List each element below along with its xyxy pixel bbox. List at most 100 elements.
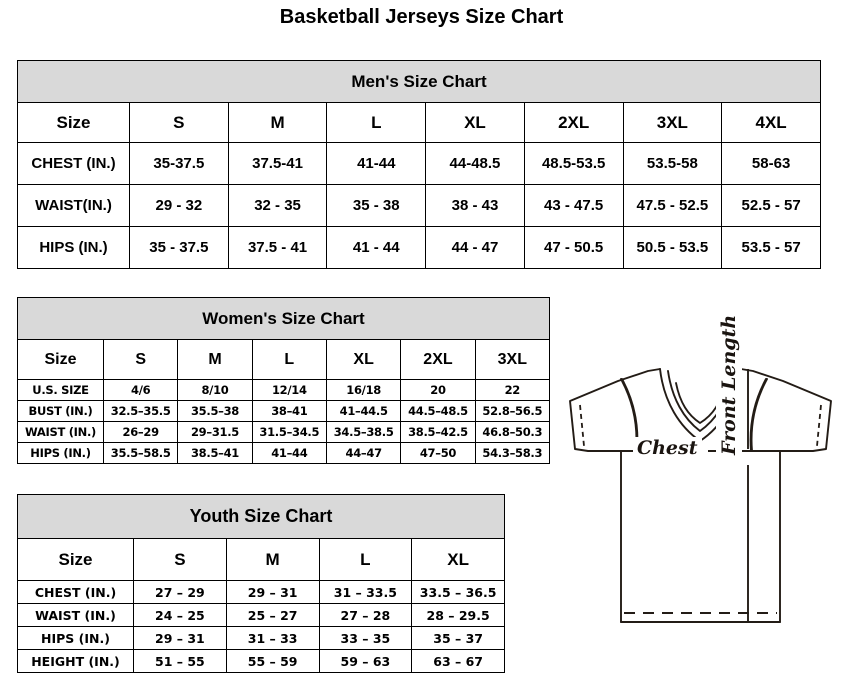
mens-waist-3xl: 47.5 - 52.5 [622, 184, 723, 227]
mens-col-header-size: Size [17, 102, 130, 143]
youth-col-header-size: Size [17, 538, 134, 581]
womens-hips-3xl: 54.3–58.3 [474, 442, 551, 464]
womens-bust-3xl: 52.8–56.5 [474, 400, 551, 422]
womens-waist-m: 29–31.5 [177, 421, 253, 443]
table-row: HIPS (IN.) 29 – 31 31 – 33 33 – 35 35 – … [17, 626, 505, 650]
womens-waist-s: 26–29 [102, 421, 179, 443]
womens-waist-xl: 34.5–38.5 [325, 421, 402, 443]
youth-row-label-chest: CHEST (IN.) [17, 580, 134, 604]
youth-hips-xl: 35 – 37 [411, 626, 505, 650]
front-length-measure-label: Front Length [716, 314, 742, 455]
youth-header-row: Size S M L XL [17, 538, 505, 581]
table-row: HEIGHT (IN.) 51 – 55 55 – 59 59 – 63 63 … [17, 649, 505, 673]
mens-waist-2xl: 43 - 47.5 [523, 184, 624, 227]
youth-chest-m: 29 – 31 [225, 580, 320, 604]
womens-waist-2xl: 38.5–42.5 [400, 421, 476, 443]
jersey-outline-icon [569, 368, 832, 623]
womens-row-label-waist: WAIST (IN.) [17, 421, 104, 443]
youth-waist-xl: 28 – 29.5 [411, 603, 505, 627]
youth-hips-s: 29 – 31 [133, 626, 227, 650]
womens-col-header-m: M [177, 339, 253, 380]
mens-band-row: Men's Size Chart [17, 60, 821, 103]
womens-size-chart-table: Women's Size Chart Size S M L XL 2XL 3XL… [17, 297, 551, 464]
womens-col-header-size: Size [17, 339, 104, 380]
womens-band-row: Women's Size Chart [17, 297, 550, 340]
mens-chest-2xl: 48.5-53.5 [523, 142, 624, 185]
womens-chart-band-title: Women's Size Chart [17, 297, 550, 340]
mens-hips-3xl: 50.5 - 53.5 [622, 226, 723, 269]
youth-row-label-hips: HIPS (IN.) [17, 626, 134, 650]
mens-chest-xl: 44-48.5 [425, 142, 525, 185]
left-cuff-dash [579, 404, 585, 447]
table-row: WAIST (IN.) 24 – 25 25 – 27 27 – 28 28 –… [17, 603, 505, 627]
youth-row-label-height: HEIGHT (IN.) [17, 649, 134, 673]
mens-chest-s: 35-37.5 [129, 142, 229, 185]
mens-waist-s: 29 - 32 [129, 184, 229, 227]
womens-us-size-2xl: 20 [400, 379, 476, 401]
womens-col-header-l: L [251, 339, 327, 380]
youth-waist-s: 24 – 25 [133, 603, 227, 627]
womens-col-header-s: S [102, 339, 179, 380]
mens-size-chart-table: Men's Size Chart Size S M L XL 2XL 3XL 4… [17, 60, 821, 269]
womens-bust-s: 32.5–35.5 [102, 400, 179, 422]
mens-col-header-l: L [326, 102, 427, 143]
youth-height-s: 51 – 55 [133, 649, 227, 673]
mens-col-header-3xl: 3XL [622, 102, 723, 143]
mens-hips-4xl: 53.5 - 57 [721, 226, 821, 269]
jersey-measurement-diagram: Chest Front Length [548, 314, 840, 665]
mens-hips-2xl: 47 - 50.5 [523, 226, 624, 269]
womens-us-size-m: 8/10 [177, 379, 253, 401]
youth-hips-l: 33 – 35 [318, 626, 413, 650]
womens-hips-2xl: 47–50 [400, 442, 476, 464]
youth-chest-l: 31 – 33.5 [318, 580, 413, 604]
youth-row-label-waist: WAIST (IN.) [17, 603, 134, 627]
mens-chest-l: 41-44 [326, 142, 427, 185]
womens-header-row: Size S M L XL 2XL 3XL [17, 339, 551, 380]
youth-height-l: 59 – 63 [318, 649, 413, 673]
mens-waist-4xl: 52.5 - 57 [721, 184, 821, 227]
mens-col-header-4xl: 4XL [721, 102, 821, 143]
mens-waist-m: 32 - 35 [227, 184, 328, 227]
chest-measure-label: Chest [633, 437, 702, 459]
womens-bust-l: 38–41 [251, 400, 327, 422]
youth-chest-xl: 33.5 – 36.5 [411, 580, 505, 604]
mens-chest-4xl: 58-63 [721, 142, 821, 185]
youth-waist-l: 27 – 28 [318, 603, 413, 627]
womens-col-header-xl: XL [325, 339, 402, 380]
mens-row-label-waist: WAIST(IN.) [17, 184, 130, 227]
youth-col-header-l: L [318, 538, 413, 581]
womens-row-label-bust: BUST (IN.) [17, 400, 104, 422]
youth-col-header-m: M [225, 538, 320, 581]
youth-size-chart-table: Youth Size Chart Size S M L XL CHEST (IN… [17, 494, 505, 673]
womens-row-label-hips: HIPS (IN.) [17, 442, 104, 464]
youth-col-header-s: S [133, 538, 227, 581]
mens-hips-xl: 44 - 47 [425, 226, 525, 269]
womens-us-size-xl: 16/18 [325, 379, 402, 401]
mens-col-header-xl: XL [425, 102, 525, 143]
womens-bust-m: 35.5–38 [177, 400, 253, 422]
womens-hips-m: 38.5–41 [177, 442, 253, 464]
womens-hips-s: 35.5–58.5 [102, 442, 179, 464]
page-title: Basketball Jerseys Size Chart [279, 6, 564, 28]
mens-hips-s: 35 - 37.5 [129, 226, 229, 269]
mens-chest-3xl: 53.5-58 [622, 142, 723, 185]
womens-us-size-3xl: 22 [474, 379, 551, 401]
womens-us-size-l: 12/14 [251, 379, 327, 401]
youth-height-m: 55 – 59 [225, 649, 320, 673]
womens-row-label-us-size: U.S. SIZE [17, 379, 104, 401]
mens-hips-m: 37.5 - 41 [227, 226, 328, 269]
mens-waist-xl: 38 - 43 [425, 184, 525, 227]
womens-hips-xl: 44–47 [325, 442, 402, 464]
mens-col-header-m: M [227, 102, 328, 143]
youth-col-header-xl: XL [411, 538, 505, 581]
table-row: U.S. SIZE 4/6 8/10 12/14 16/18 20 22 [17, 379, 551, 401]
youth-chest-s: 27 – 29 [133, 580, 227, 604]
table-row: CHEST (IN.) 27 – 29 29 – 31 31 – 33.5 33… [17, 580, 505, 604]
mens-col-header-s: S [129, 102, 229, 143]
womens-col-header-2xl: 2XL [400, 339, 476, 380]
youth-height-xl: 63 – 67 [411, 649, 505, 673]
womens-bust-2xl: 44.5–48.5 [400, 400, 476, 422]
mens-hips-l: 41 - 44 [326, 226, 427, 269]
table-row: HIPS (IN.) 35 - 37.5 37.5 - 41 41 - 44 4… [17, 226, 821, 269]
